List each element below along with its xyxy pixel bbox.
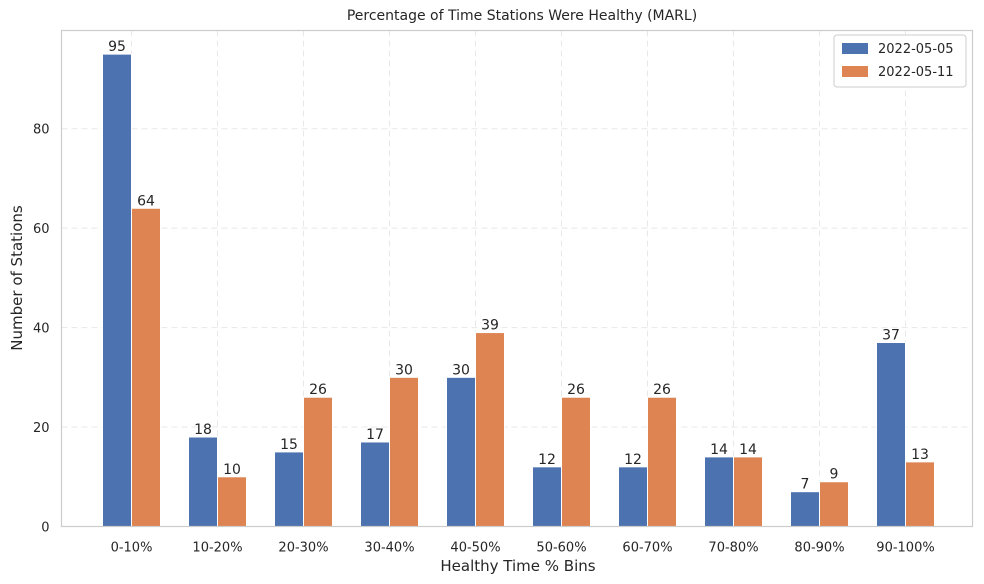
x-tick-label: 80-90% — [794, 541, 844, 556]
bar-value-label: 10 — [223, 462, 241, 478]
bar-value-label: 30 — [452, 362, 470, 378]
bar-value-label: 12 — [624, 452, 642, 468]
bar-value-label: 39 — [481, 318, 499, 334]
bar-value-label: 37 — [882, 328, 900, 344]
bar-value-label: 15 — [280, 437, 298, 453]
bar-series-2 — [905, 461, 935, 527]
bar-series-2 — [131, 207, 161, 527]
y-tick-label: 60 — [33, 222, 50, 237]
x-tick-label: 20-30% — [278, 541, 328, 556]
x-tick-label: 40-50% — [450, 541, 500, 556]
bar-labels: 95 18 15 17 30 12 12 14 7 37 64 10 26 30 39 26 26 14 9 13 — [108, 39, 929, 493]
bar-value-label: 64 — [137, 193, 155, 209]
bar-series-1 — [188, 436, 218, 528]
bar-value-label: 14 — [739, 442, 757, 458]
bar-series-1 — [532, 466, 562, 528]
bar-value-label: 14 — [710, 442, 728, 458]
bar-series-2 — [475, 332, 505, 527]
y-tick-label: 40 — [33, 322, 50, 337]
x-tick-label: 10-20% — [192, 541, 242, 556]
bar-series-2 — [217, 476, 247, 528]
bar-series-1 — [790, 491, 820, 528]
x-tick-label: 90-100% — [876, 541, 934, 556]
bar-value-label: 95 — [108, 39, 126, 55]
legend: 2022-05-05 2022-05-11 — [833, 34, 967, 88]
bar-value-label: 13 — [911, 447, 929, 463]
bar-series-1 — [876, 342, 906, 527]
bar-value-label: 9 — [830, 467, 839, 483]
bar-series-2 — [647, 396, 677, 527]
legend-label: 2022-05-05 — [878, 42, 954, 57]
bar-value-label: 7 — [801, 477, 810, 493]
legend-swatch — [842, 43, 868, 54]
plot-frame — [60, 29, 974, 528]
bar-value-label: 26 — [653, 382, 671, 398]
x-tick-label: 0-10% — [111, 541, 153, 556]
legend-label: 2022-05-11 — [878, 65, 954, 80]
legend-swatch — [842, 66, 868, 77]
y-tick-label: 80 — [33, 123, 50, 138]
bar-series-2 — [389, 376, 419, 527]
bar-value-label: 26 — [567, 382, 585, 398]
bar-series-2 — [303, 396, 333, 527]
bar-value-label: 12 — [538, 452, 556, 468]
bar-value-label: 18 — [194, 422, 212, 438]
x-tick-label: 30-40% — [364, 541, 414, 556]
bar-value-label: 17 — [366, 427, 384, 443]
x-axis-label: Healthy Time % Bins — [440, 557, 595, 575]
bar-series-2 — [561, 396, 591, 527]
x-tick-label: 70-80% — [708, 541, 758, 556]
x-tick-label: 50-60% — [536, 541, 586, 556]
bar-series-1 — [102, 53, 132, 527]
y-axis-label: Number of Stations — [8, 205, 26, 351]
bar-series-1 — [704, 456, 734, 527]
y-tick-label: 0 — [41, 521, 49, 536]
bar-series-1 — [360, 441, 390, 527]
y-tick-label: 20 — [33, 421, 50, 436]
bars — [102, 53, 935, 528]
bar-value-label: 26 — [309, 382, 327, 398]
bar-series-1 — [618, 466, 648, 528]
y-axis-ticks: 0 20 40 60 80 — [33, 123, 50, 536]
bar-series-1 — [274, 451, 304, 528]
bar-series-2 — [819, 481, 849, 527]
bar-value-label: 30 — [395, 362, 413, 378]
bar-series-2 — [733, 456, 763, 527]
x-tick-label: 60-70% — [622, 541, 672, 556]
chart-title: Percentage of Time Stations Were Healthy… — [347, 8, 697, 24]
bar-series-1 — [446, 376, 476, 527]
x-axis-ticks: 0-10% 10-20% 20-30% 30-40% 40-50% 50-60% 60-70… — [111, 541, 935, 556]
